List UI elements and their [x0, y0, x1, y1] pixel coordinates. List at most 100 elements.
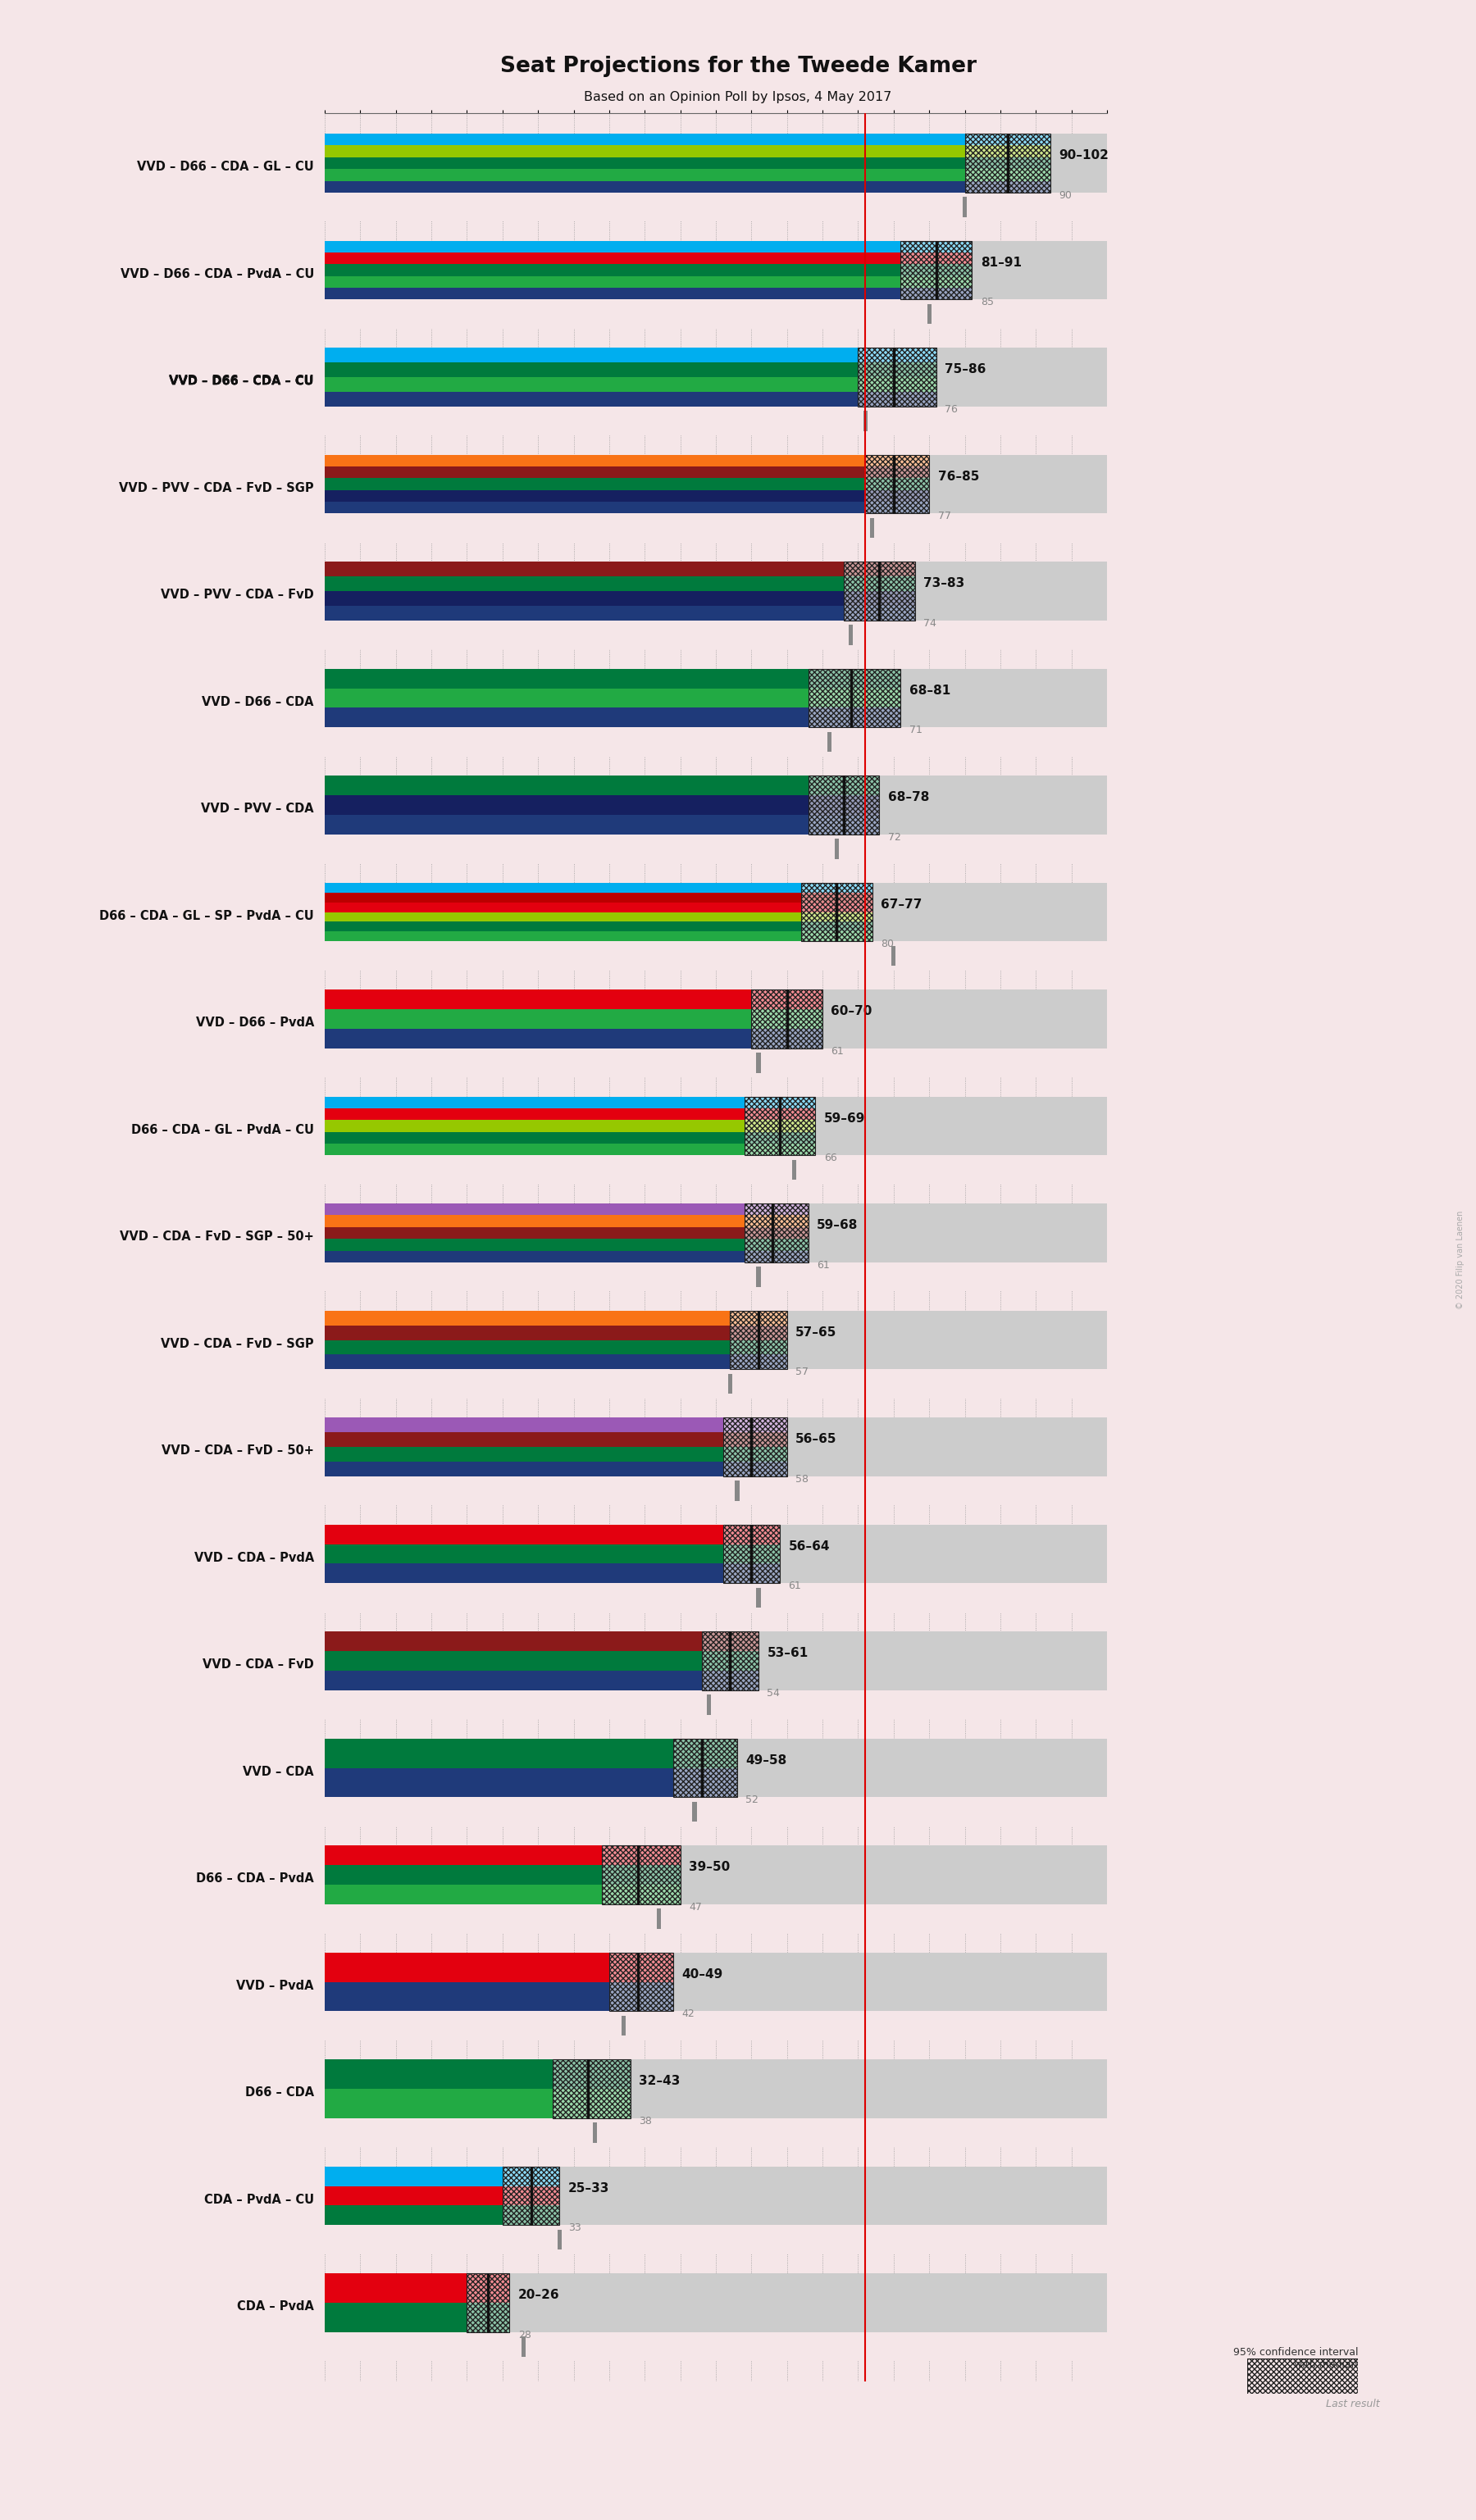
Bar	[744, 1096, 815, 1154]
Text: Seat Projections for the Tweede Kamer: Seat Projections for the Tweede Kamer	[500, 55, 976, 76]
Bar	[325, 2059, 1107, 2147]
Bar	[809, 776, 880, 834]
Text: CDA – PvdA: CDA – PvdA	[238, 2301, 314, 2313]
Bar	[844, 562, 915, 620]
Text: 76–85: 76–85	[937, 471, 979, 484]
Bar	[325, 156, 1049, 169]
Bar	[521, 2336, 525, 2356]
Bar	[701, 1630, 759, 1691]
Bar	[723, 1525, 779, 1583]
Bar	[466, 2273, 509, 2331]
Text: 58: 58	[796, 1474, 809, 1484]
Bar	[325, 1215, 809, 1227]
Bar	[325, 1205, 1107, 1290]
Bar	[325, 2059, 630, 2089]
Text: 25–33: 25–33	[568, 2182, 610, 2195]
Text: Last result: Last result	[1327, 2399, 1380, 2409]
Bar	[552, 2059, 630, 2119]
Bar	[325, 1205, 809, 1215]
Bar	[621, 2016, 626, 2036]
Bar	[610, 1953, 673, 2011]
Bar	[325, 2331, 1107, 2361]
Bar	[325, 922, 872, 932]
Text: VVD – PVV – CDA – FvD: VVD – PVV – CDA – FvD	[161, 590, 314, 602]
Bar	[325, 454, 930, 466]
Bar	[657, 1908, 661, 1928]
Bar	[325, 1310, 1107, 1399]
Bar	[325, 1416, 1107, 1504]
Bar	[325, 620, 1107, 650]
Text: 90–102: 90–102	[1058, 149, 1108, 161]
Text: VVD – D66 – PvdA: VVD – D66 – PvdA	[196, 1016, 314, 1028]
Bar	[325, 1739, 1107, 1827]
Bar	[325, 1096, 815, 1109]
Text: 95% confidence interval
with median: 95% confidence interval with median	[1232, 2346, 1358, 2371]
Bar	[325, 562, 915, 577]
Text: 53–61: 53–61	[768, 1648, 809, 1661]
Bar	[602, 1845, 680, 1905]
Bar	[325, 1691, 1107, 1719]
Bar	[858, 348, 936, 406]
Bar	[756, 1053, 760, 1074]
Text: 80: 80	[881, 937, 894, 950]
Bar	[325, 1769, 737, 1797]
Text: VVD – PVV – CDA: VVD – PVV – CDA	[201, 804, 314, 814]
Bar	[325, 1154, 1107, 1184]
Bar	[723, 1525, 779, 1583]
Bar	[325, 1131, 815, 1144]
Bar	[744, 1096, 815, 1154]
Bar	[325, 454, 1107, 542]
Bar	[325, 990, 822, 1008]
Bar	[325, 277, 971, 287]
Text: VVD – PVV – CDA – FvD – SGP: VVD – PVV – CDA – FvD – SGP	[120, 481, 314, 494]
Bar	[735, 1482, 739, 1502]
Bar	[325, 1545, 779, 1565]
Bar	[865, 454, 930, 514]
Text: 77: 77	[937, 512, 951, 522]
Bar	[325, 1227, 809, 1240]
Bar	[325, 1865, 680, 1885]
Bar	[593, 2122, 598, 2142]
Bar	[728, 1373, 732, 1394]
Text: VVD – CDA – FvD – SGP: VVD – CDA – FvD – SGP	[161, 1338, 314, 1351]
Text: 73–83: 73–83	[924, 577, 965, 590]
Text: 42: 42	[682, 2008, 695, 2019]
Bar	[325, 242, 971, 252]
Bar	[325, 169, 1049, 181]
Bar	[809, 668, 900, 728]
Bar	[325, 892, 872, 902]
Bar	[325, 2167, 1107, 2253]
Text: 38: 38	[639, 2114, 652, 2127]
Bar	[325, 391, 936, 406]
Text: 28: 28	[518, 2328, 531, 2341]
Bar	[965, 134, 1049, 192]
Bar	[325, 1416, 787, 1431]
Bar	[865, 454, 930, 514]
Bar	[325, 181, 1049, 192]
Text: VVD – D66 – CDA – PvdA – CU: VVD – D66 – CDA – PvdA – CU	[120, 267, 314, 280]
Text: VVD – D66 – CDA – GL – CU: VVD – D66 – CDA – GL – CU	[137, 161, 314, 174]
Bar	[325, 1525, 1107, 1613]
Bar	[325, 1739, 737, 1769]
Bar	[325, 1953, 673, 1981]
Text: 54: 54	[768, 1688, 781, 1698]
Bar	[325, 252, 971, 265]
Bar	[502, 2167, 559, 2225]
Bar	[325, 1144, 815, 1154]
Text: 52: 52	[745, 1794, 759, 1804]
Bar	[844, 562, 915, 620]
Bar	[325, 1310, 787, 1326]
Text: 71: 71	[909, 726, 922, 736]
Bar	[723, 1416, 787, 1477]
Bar	[801, 882, 872, 942]
Bar	[325, 2011, 1107, 2041]
Bar	[325, 265, 971, 277]
Text: D66 – CDA – GL – SP – PvdA – CU: D66 – CDA – GL – SP – PvdA – CU	[99, 910, 314, 922]
Bar	[325, 348, 1107, 436]
Text: © 2020 Filip van Laenen: © 2020 Filip van Laenen	[1455, 1210, 1464, 1310]
Bar	[756, 1588, 760, 1608]
Bar	[744, 1205, 809, 1263]
Bar	[325, 1119, 815, 1131]
Text: 61: 61	[816, 1260, 830, 1270]
Bar	[325, 1356, 787, 1368]
